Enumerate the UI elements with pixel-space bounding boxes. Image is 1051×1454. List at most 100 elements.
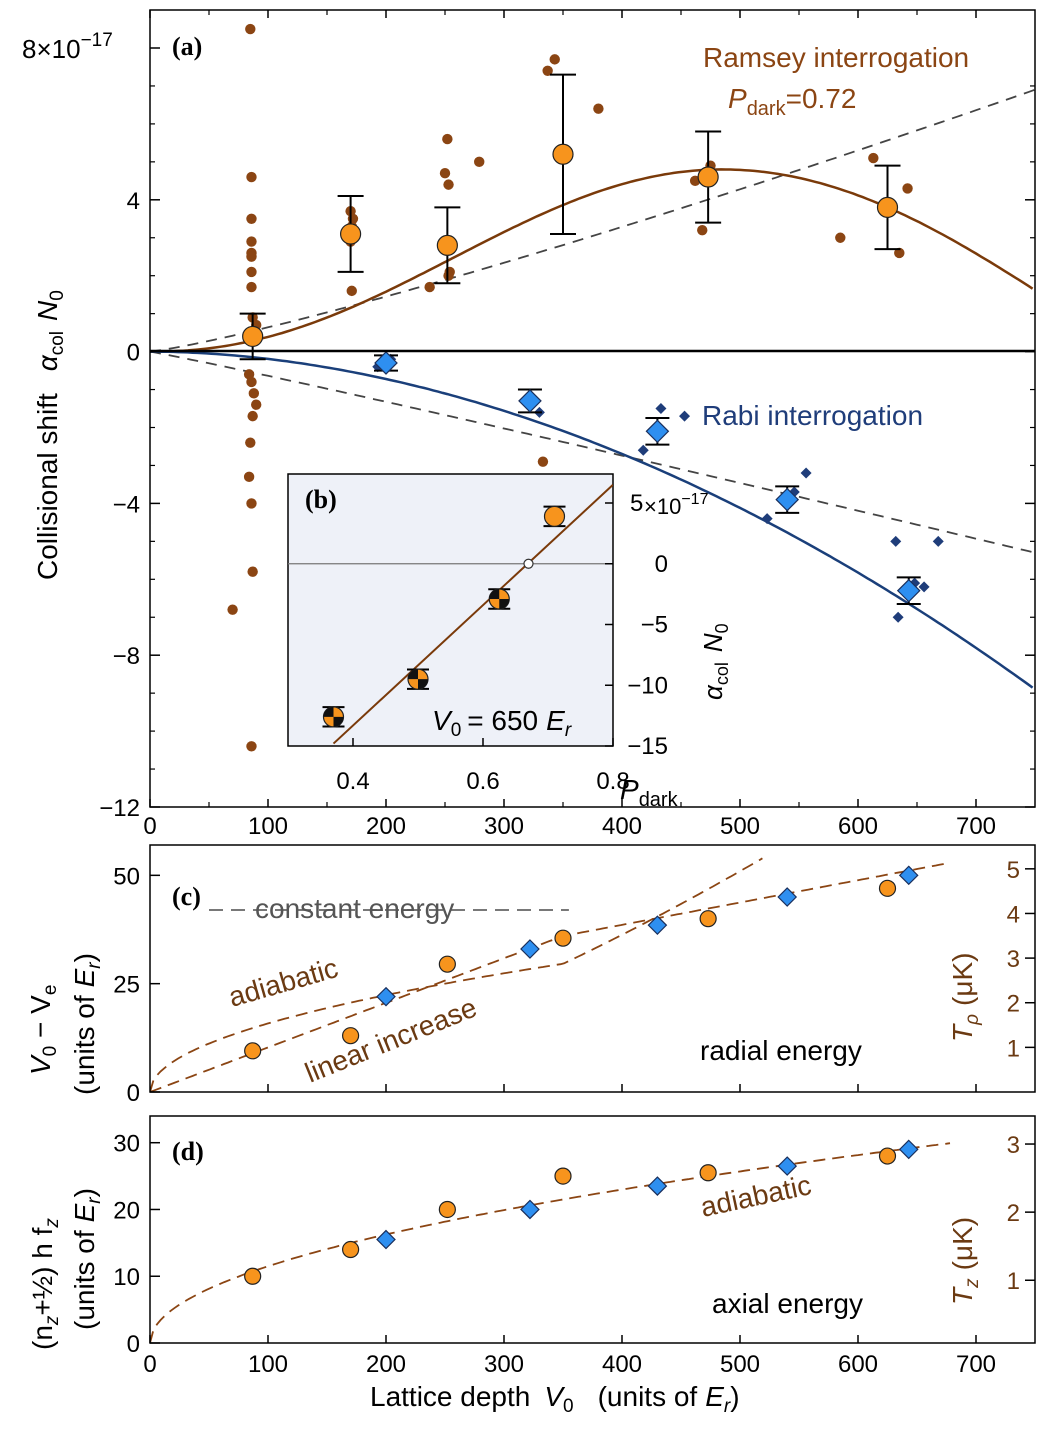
d-x-tick-label: 500 xyxy=(720,1351,760,1378)
c-y-tick-label: 0 xyxy=(127,1080,140,1107)
inset-zero-crossing xyxy=(523,558,534,569)
adiabatic-curve-d xyxy=(150,1142,951,1343)
ramsey-label: Ramsey interrogation xyxy=(703,42,969,73)
radial-rabi-point xyxy=(647,915,668,936)
axial-ramsey-point xyxy=(699,1164,717,1182)
x-tick-label: 600 xyxy=(838,813,878,840)
ramsey-raw-point xyxy=(542,65,553,76)
radial-energy-label: radial energy xyxy=(700,1035,862,1066)
ramsey-mean-point xyxy=(436,234,458,256)
rabi-raw-point xyxy=(918,581,930,593)
ramsey-raw-point xyxy=(894,247,905,259)
inset-x-tick-label: 0.4 xyxy=(336,768,369,795)
inset-point-quadrant xyxy=(418,679,428,690)
panel-b-inset: 0.4 0.6 0.8 −15 −10 −5 0 5 (b) ×10−17 V0 = 650 Er… xyxy=(287,473,732,811)
ramsey-raw-point xyxy=(247,566,258,577)
ramsey-raw-point xyxy=(246,281,257,293)
ramsey-raw-point xyxy=(246,213,257,224)
ramsey-raw-point xyxy=(246,251,257,262)
rabi-mean-point xyxy=(518,389,542,413)
rabi-raw-point xyxy=(890,535,902,547)
ramsey-raw-point xyxy=(251,399,262,410)
inset-point-quadrant xyxy=(489,588,500,599)
inset-point-quadrant xyxy=(333,716,344,727)
d-y-tick-label: 20 xyxy=(113,1197,140,1224)
panel-b-label: (b) xyxy=(305,485,337,514)
axial-rabi-point xyxy=(520,1199,540,1220)
adiabatic-label-c: adiabatic xyxy=(225,952,341,1013)
panel-d-right-axis-title: Tz(μK) xyxy=(947,1217,983,1305)
axial-ramsey-point xyxy=(244,1267,262,1285)
ramsey-raw-point xyxy=(439,168,451,179)
c-right-tick-label: 2 xyxy=(1007,991,1020,1018)
x-tick-label: 300 xyxy=(484,813,524,840)
pdark-label: Pdark=0.72 xyxy=(728,83,856,120)
radial-ramsey-point xyxy=(699,910,717,928)
ramsey-mean-point xyxy=(876,196,899,218)
d-x-tick-label: 0 xyxy=(143,1351,156,1378)
c-y-tick-label: 50 xyxy=(113,863,140,890)
axial-ramsey-point xyxy=(342,1240,360,1259)
ramsey-raw-point xyxy=(227,604,238,615)
rabi-fit-curve xyxy=(150,350,1034,689)
rabi-raw-point xyxy=(637,444,649,456)
rabi-raw-point xyxy=(800,467,812,479)
radial-ramsey-point xyxy=(554,929,572,947)
ramsey-raw-point xyxy=(246,498,257,509)
ramsey-raw-point xyxy=(443,179,454,190)
inset-y-tick-label: −10 xyxy=(627,672,668,699)
y-tick-label: −8 xyxy=(113,643,140,670)
x-tick-label: 400 xyxy=(602,813,642,840)
panel-c: 0 25 50 1 2 3 4 5 (c) constant energy adiabatic… xyxy=(25,844,1036,1107)
inset-annotation: V0 = 650 Er xyxy=(432,705,572,741)
x-tick-label: 700 xyxy=(956,813,996,840)
ramsey-raw-point xyxy=(246,376,257,388)
axial-ramsey-point xyxy=(554,1167,572,1185)
d-right-tick-label: 2 xyxy=(1007,1200,1020,1227)
inset-y-tick-label: −15 xyxy=(627,733,668,760)
c-right-tick-label: 5 xyxy=(1007,857,1020,884)
rabi-label: Rabi interrogation xyxy=(702,400,923,431)
ramsey-raw-point xyxy=(549,54,560,65)
panel-c-label: (c) xyxy=(172,882,201,911)
inset-y-axis-title: αcolN0 xyxy=(698,623,732,700)
d-right-tick-label: 1 xyxy=(1007,1268,1020,1295)
rabi-raw-point xyxy=(679,410,691,422)
panel-d-y-axis-units: (units ofEr) xyxy=(69,1188,105,1330)
ramsey-raw-point xyxy=(442,133,453,145)
panel-a-y-axis-title: Collisional shiftαcolN0 xyxy=(32,290,68,580)
panel-c-frame xyxy=(149,844,1036,1093)
linear-increase-label: linear increase xyxy=(301,992,481,1089)
axial-rabi-point xyxy=(376,1229,396,1250)
panel-c-y-axis-units: (units ofEr) xyxy=(69,953,105,1095)
ramsey-raw-point xyxy=(697,224,708,236)
axial-ramsey-point xyxy=(438,1200,456,1219)
ramsey-raw-point xyxy=(474,156,485,168)
d-y-tick-label: 0 xyxy=(127,1331,140,1358)
axial-energy-label: axial energy xyxy=(712,1288,863,1319)
d-x-tick-label: 400 xyxy=(602,1351,642,1378)
inset-point-quadrant xyxy=(408,669,418,680)
ramsey-raw-point xyxy=(593,103,604,114)
radial-rabi-point xyxy=(520,939,540,959)
ramsey-mean-point xyxy=(340,223,362,245)
linear-increase-curve xyxy=(150,861,951,1092)
radial-ramsey-point xyxy=(878,879,897,897)
ramsey-raw-point xyxy=(246,266,257,278)
panel-d-label: (d) xyxy=(172,1137,204,1166)
inset-y-tick-label: −5 xyxy=(641,612,668,639)
panel-c-right-axis-title: Tρ(μK) xyxy=(947,953,983,1042)
constant-energy-label: constant energy xyxy=(255,893,454,924)
inset-x-axis-title: Pdark xyxy=(620,774,679,811)
panel-a-label: (a) xyxy=(172,32,202,61)
x-tick-label: 0 xyxy=(143,813,156,840)
inset-y-exponent: ×10−17 xyxy=(644,491,709,519)
panel-a-frame xyxy=(149,9,1036,808)
ramsey-raw-point xyxy=(868,152,879,164)
rabi-raw-point xyxy=(655,403,667,415)
d-x-tick-label: 300 xyxy=(484,1351,524,1378)
rabi-mean-point xyxy=(374,351,398,375)
d-x-tick-label: 100 xyxy=(248,1351,288,1378)
ramsey-raw-point xyxy=(245,437,256,448)
adiabatic-curve-c xyxy=(150,857,763,1092)
